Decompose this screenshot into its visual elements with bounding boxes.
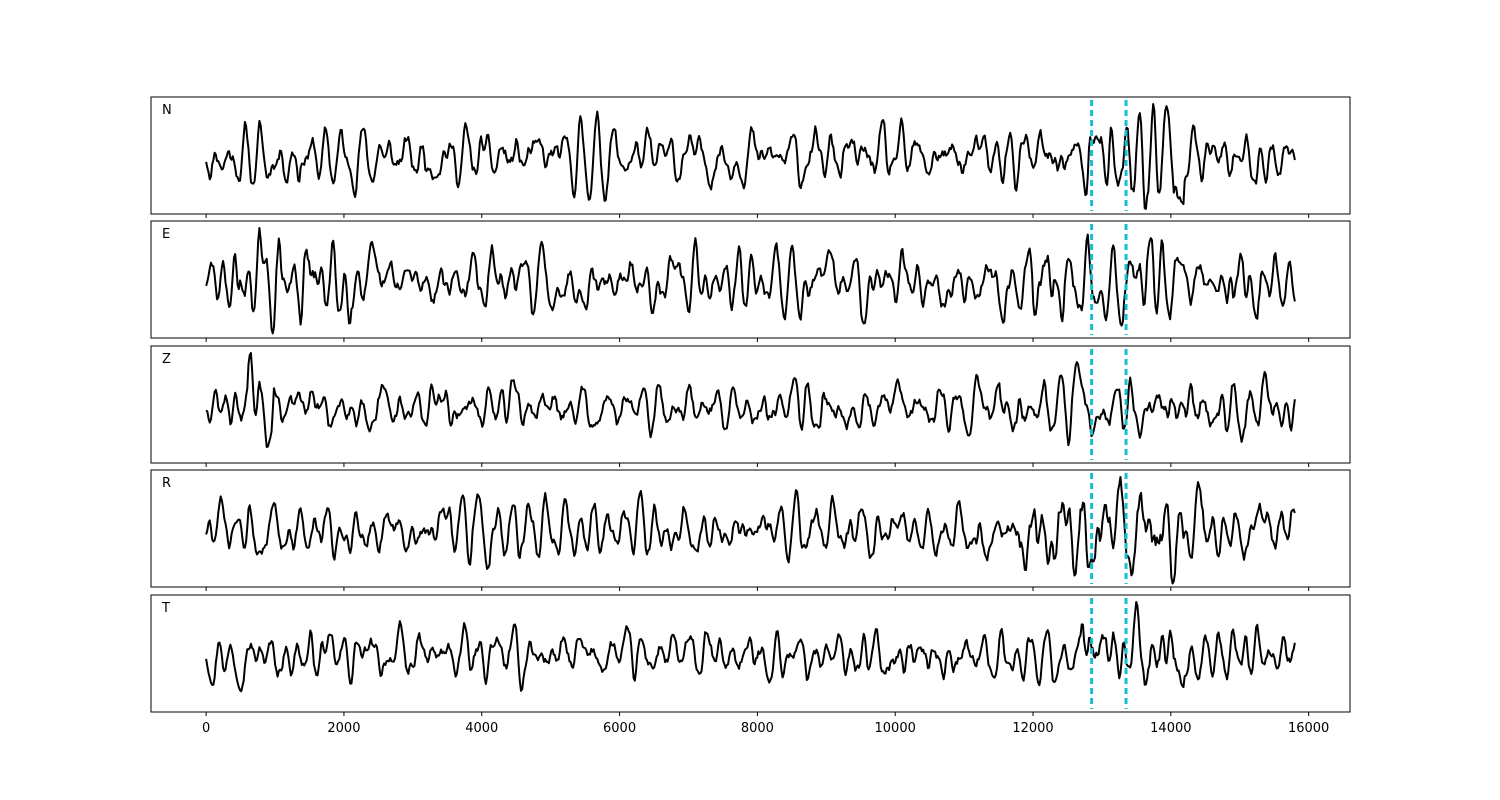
x-tick-label: 14000 xyxy=(1150,721,1191,736)
panel-R: R xyxy=(150,469,1351,591)
waveform-trace xyxy=(205,227,1296,335)
x-tick-label: 4000 xyxy=(465,721,498,736)
x-tick-label: 0 xyxy=(202,721,210,736)
channel-label: N xyxy=(162,103,172,118)
x-tick-label: 10000 xyxy=(875,721,916,736)
panel-E: E xyxy=(150,220,1351,342)
waveform-trace xyxy=(205,352,1296,448)
waveform-trace xyxy=(205,103,1296,210)
panel-frame xyxy=(150,96,1351,215)
panels-group: N E Z R T xyxy=(150,96,1351,716)
channel-label: Z xyxy=(162,352,171,367)
waveform-trace xyxy=(205,476,1296,585)
x-tick-label: 2000 xyxy=(327,721,360,736)
x-axis: 0 2000 4000 6000 8000 10000 12000 14000 16000 xyxy=(202,721,1329,736)
waveform-trace xyxy=(205,601,1296,693)
channel-label: R xyxy=(162,476,171,491)
x-tick-label: 6000 xyxy=(603,721,636,736)
x-tick-label: 12000 xyxy=(1012,721,1053,736)
x-tick-label: 16000 xyxy=(1288,721,1329,736)
panel-T: T xyxy=(150,594,1351,716)
panel-frame xyxy=(150,594,1351,713)
panel-Z: Z xyxy=(150,345,1351,467)
panel-N: N xyxy=(150,96,1351,218)
channel-label: E xyxy=(162,227,170,242)
x-tick-label: 8000 xyxy=(741,721,774,736)
panel-frame xyxy=(150,220,1351,339)
channel-label: T xyxy=(161,601,170,616)
